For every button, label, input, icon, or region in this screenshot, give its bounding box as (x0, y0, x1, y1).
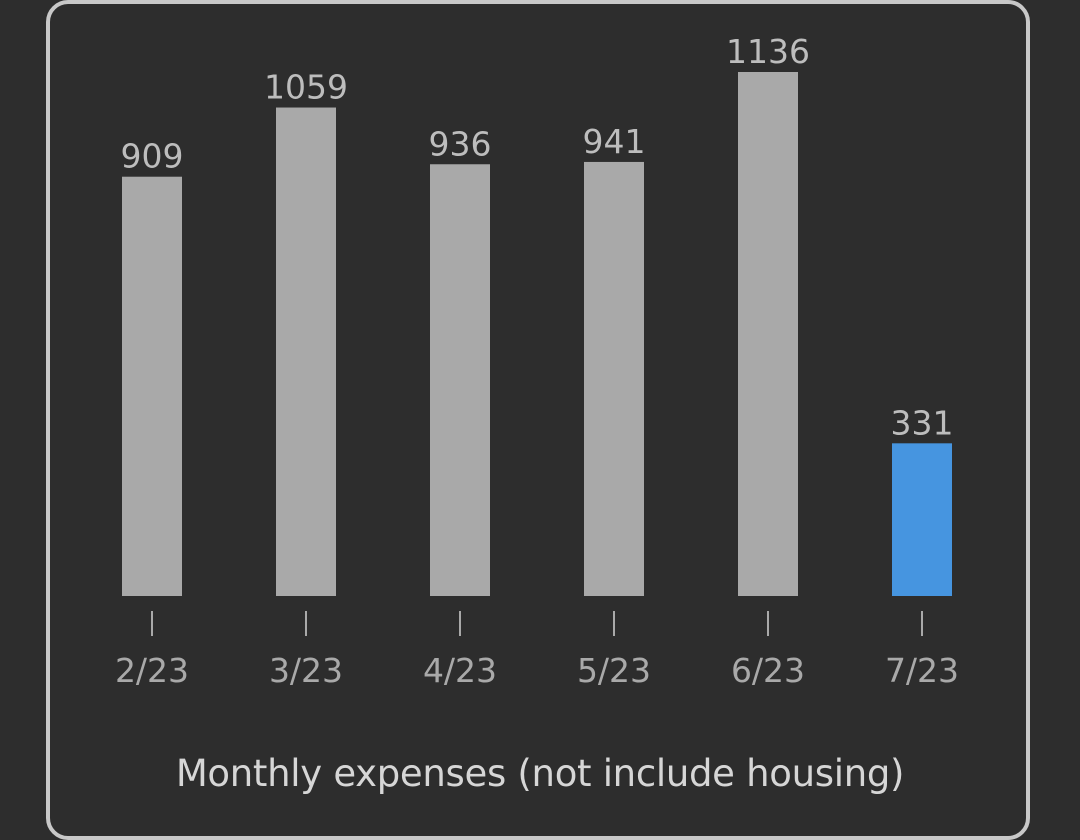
x-tick-label: 7/23 (885, 651, 959, 690)
value-label: 909 (121, 137, 184, 176)
value-label: 1136 (726, 32, 810, 71)
bar-5-23 (584, 161, 644, 596)
bar-chart: 909 2/23 1059 3/23 936 4/23 941 5/23 1136 6/23 331… (115, 32, 959, 690)
chart-caption: Monthly expenses (not include housing) (175, 752, 905, 795)
value-label: 936 (429, 124, 492, 163)
bar-7-23 (892, 443, 952, 596)
bar-4-23 (430, 164, 490, 596)
value-label: 941 (583, 122, 646, 161)
x-tick-label: 2/23 (115, 651, 189, 690)
bar-3-23 (276, 107, 336, 596)
chart-card (46, 0, 1030, 840)
x-tick-label: 5/23 (577, 651, 651, 690)
value-label: 1059 (264, 68, 348, 107)
value-label: 331 (891, 403, 954, 442)
x-tick-label: 4/23 (423, 651, 497, 690)
x-tick-label: 6/23 (731, 651, 805, 690)
bar-6-23 (738, 72, 798, 596)
bar-2-23 (122, 176, 182, 596)
x-tick-label: 3/23 (269, 651, 343, 690)
